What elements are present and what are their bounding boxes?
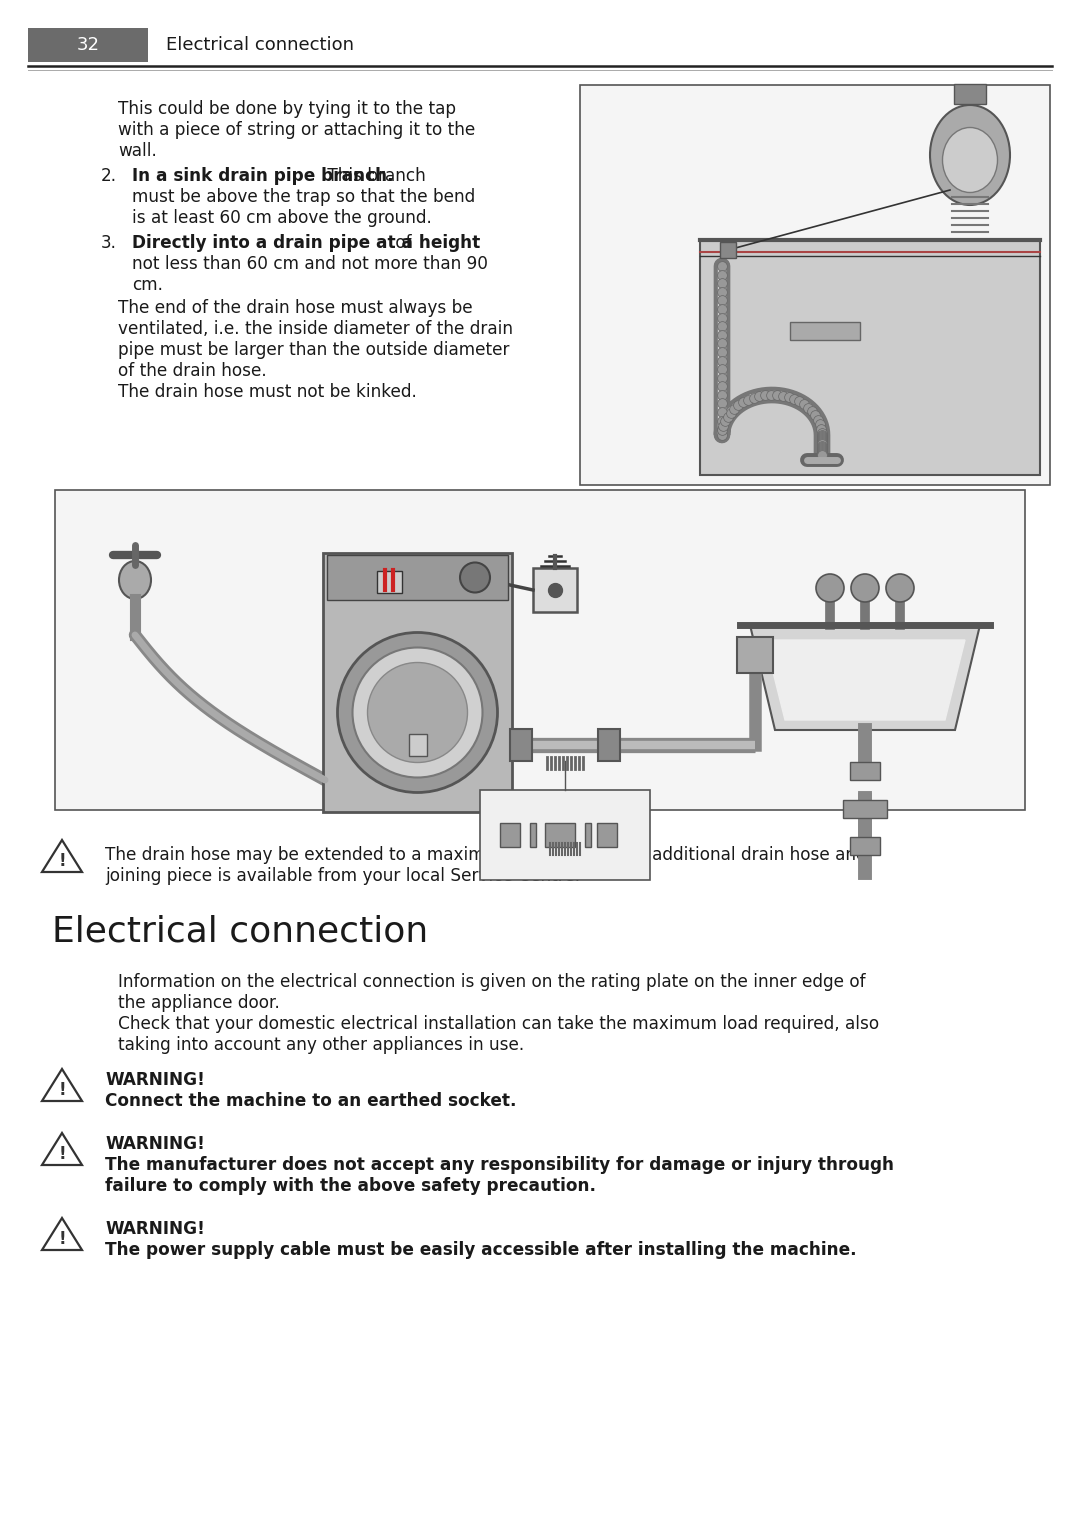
Text: The end of the drain hose must always be: The end of the drain hose must always be bbox=[118, 300, 473, 317]
FancyBboxPatch shape bbox=[850, 761, 880, 780]
Text: pipe must be larger than the outside diameter: pipe must be larger than the outside dia… bbox=[118, 341, 510, 359]
FancyBboxPatch shape bbox=[323, 553, 512, 812]
Text: Information on the electrical connection is given on the rating plate on the inn: Information on the electrical connection… bbox=[118, 972, 866, 991]
FancyBboxPatch shape bbox=[954, 84, 986, 104]
Circle shape bbox=[352, 647, 483, 778]
FancyBboxPatch shape bbox=[534, 567, 577, 612]
FancyBboxPatch shape bbox=[598, 729, 620, 761]
Text: The drain hose may be extended to a maximum of 4 metres. An additional drain hos: The drain hose may be extended to a maxi… bbox=[105, 846, 866, 864]
Text: ventilated, i.e. the inside diameter of the drain: ventilated, i.e. the inside diameter of … bbox=[118, 320, 513, 338]
FancyBboxPatch shape bbox=[843, 800, 887, 818]
Text: not less than 60 cm and not more than 90: not less than 60 cm and not more than 90 bbox=[132, 255, 488, 274]
Text: 32: 32 bbox=[77, 37, 99, 54]
Text: !: ! bbox=[58, 1145, 66, 1162]
Text: is at least 60 cm above the ground.: is at least 60 cm above the ground. bbox=[132, 209, 432, 226]
FancyBboxPatch shape bbox=[408, 734, 427, 755]
Text: This branch: This branch bbox=[323, 167, 427, 185]
FancyBboxPatch shape bbox=[28, 28, 148, 63]
Text: Electrical connection: Electrical connection bbox=[52, 914, 429, 950]
Polygon shape bbox=[750, 625, 980, 729]
Text: cm.: cm. bbox=[132, 277, 163, 294]
FancyBboxPatch shape bbox=[737, 638, 773, 673]
Circle shape bbox=[460, 563, 490, 593]
Text: Check that your domestic electrical installation can take the maximum load requi: Check that your domestic electrical inst… bbox=[118, 1015, 879, 1034]
Text: taking into account any other appliances in use.: taking into account any other appliances… bbox=[118, 1037, 524, 1053]
FancyBboxPatch shape bbox=[327, 555, 508, 599]
Text: the appliance door.: the appliance door. bbox=[118, 994, 280, 1012]
FancyBboxPatch shape bbox=[597, 823, 617, 847]
Text: The drain hose must not be kinked.: The drain hose must not be kinked. bbox=[118, 382, 417, 401]
Ellipse shape bbox=[930, 106, 1010, 205]
Circle shape bbox=[886, 573, 914, 602]
Circle shape bbox=[816, 573, 843, 602]
Text: !: ! bbox=[58, 1081, 66, 1099]
Text: !: ! bbox=[58, 1229, 66, 1248]
FancyBboxPatch shape bbox=[850, 836, 880, 855]
FancyBboxPatch shape bbox=[510, 729, 532, 761]
Text: The power supply cable must be easily accessible after installing the machine.: The power supply cable must be easily ac… bbox=[105, 1242, 856, 1258]
Text: joining piece is available from your local Service Centre.: joining piece is available from your loc… bbox=[105, 867, 580, 885]
Text: 2.: 2. bbox=[100, 167, 117, 185]
FancyBboxPatch shape bbox=[789, 323, 860, 339]
Text: !: ! bbox=[58, 852, 66, 870]
Text: Connect the machine to an earthed socket.: Connect the machine to an earthed socket… bbox=[105, 1092, 516, 1110]
Text: must be above the trap so that the bend: must be above the trap so that the bend bbox=[132, 188, 475, 206]
Polygon shape bbox=[765, 641, 966, 720]
Text: The manufacturer does not accept any responsibility for damage or injury through: The manufacturer does not accept any res… bbox=[105, 1156, 894, 1174]
Circle shape bbox=[367, 662, 468, 763]
FancyBboxPatch shape bbox=[700, 240, 1040, 476]
Circle shape bbox=[337, 633, 498, 792]
Text: In a sink drain pipe branch.: In a sink drain pipe branch. bbox=[132, 167, 393, 185]
Text: 3.: 3. bbox=[102, 234, 117, 252]
Text: wall.: wall. bbox=[118, 142, 157, 161]
Text: Directly into a drain pipe at a height: Directly into a drain pipe at a height bbox=[132, 234, 481, 252]
FancyBboxPatch shape bbox=[720, 242, 735, 258]
Ellipse shape bbox=[119, 561, 151, 599]
Text: of the drain hose.: of the drain hose. bbox=[118, 362, 267, 381]
Text: WARNING!: WARNING! bbox=[105, 1070, 205, 1089]
Text: WARNING!: WARNING! bbox=[105, 1135, 205, 1153]
FancyBboxPatch shape bbox=[500, 823, 519, 847]
FancyBboxPatch shape bbox=[377, 570, 402, 593]
Circle shape bbox=[851, 573, 879, 602]
Text: of: of bbox=[390, 234, 413, 252]
Ellipse shape bbox=[943, 127, 998, 193]
FancyBboxPatch shape bbox=[585, 823, 591, 847]
Text: Electrical connection: Electrical connection bbox=[166, 37, 354, 54]
FancyBboxPatch shape bbox=[580, 86, 1050, 485]
FancyBboxPatch shape bbox=[545, 823, 575, 847]
FancyBboxPatch shape bbox=[55, 489, 1025, 810]
Text: with a piece of string or attaching it to the: with a piece of string or attaching it t… bbox=[118, 121, 475, 139]
FancyBboxPatch shape bbox=[530, 823, 536, 847]
Text: This could be done by tying it to the tap: This could be done by tying it to the ta… bbox=[118, 99, 456, 118]
Text: failure to comply with the above safety precaution.: failure to comply with the above safety … bbox=[105, 1177, 596, 1196]
FancyBboxPatch shape bbox=[480, 790, 650, 881]
Text: WARNING!: WARNING! bbox=[105, 1220, 205, 1238]
